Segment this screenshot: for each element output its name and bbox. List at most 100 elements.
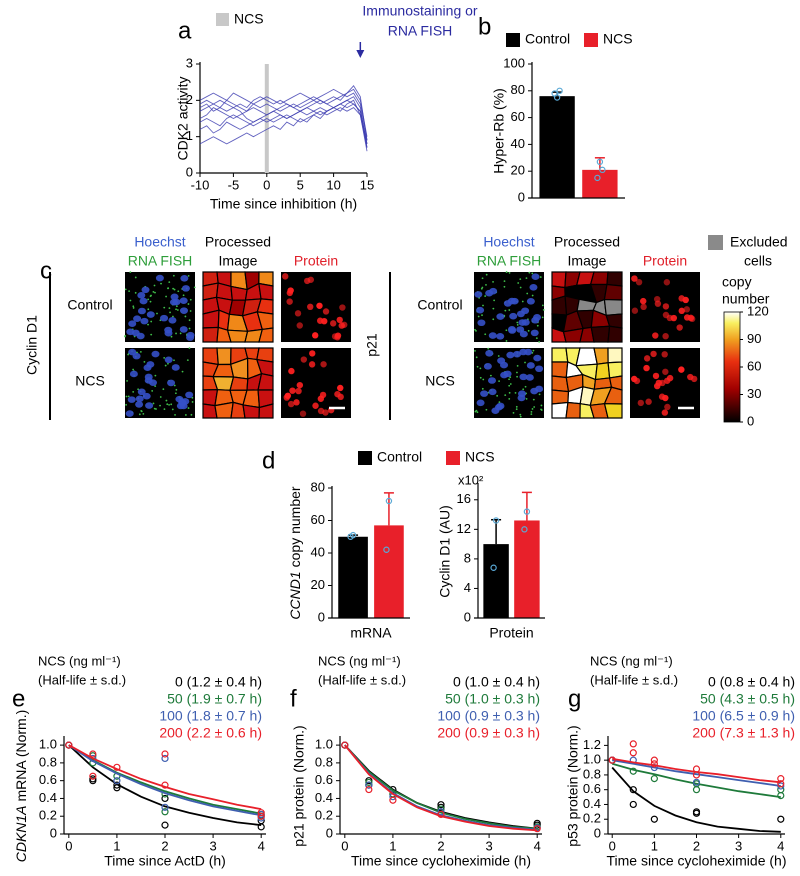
fish-spot: [481, 277, 484, 280]
nucleus-protein: [289, 387, 296, 394]
fit-curve: [612, 759, 781, 787]
fish-spot: [481, 314, 483, 317]
legend-label: 0 (0.8 ± 0.4 h): [708, 674, 795, 690]
nucleus-protein: [664, 403, 671, 411]
segmented-cell: [214, 401, 234, 419]
fish-spot: [482, 378, 485, 381]
annotation-text: RNA FISH: [388, 23, 453, 39]
nucleus-protein: [311, 332, 319, 339]
nucleus: [518, 390, 527, 398]
data-point: [113, 763, 121, 771]
panel-letter: e: [12, 685, 25, 712]
panel-letter: d: [262, 447, 275, 474]
segmented-cell: [551, 271, 567, 289]
fish-spot: [485, 408, 488, 411]
fish-spot: [153, 284, 156, 287]
replicate-point: [383, 546, 390, 553]
fish-spot: [477, 315, 480, 318]
micrograph: [281, 348, 351, 418]
micrograph: [202, 347, 274, 419]
fish-spot: [173, 384, 176, 387]
column-label: Processed: [554, 234, 620, 250]
x-tick-label: 3: [209, 838, 216, 853]
data-point: [437, 808, 445, 816]
segmented-cell: [551, 401, 569, 419]
nucleus: [531, 273, 540, 281]
data-point: [113, 784, 121, 792]
x-axis-label: Time since cycloheximide (h): [607, 853, 787, 869]
fish-spot: [170, 403, 173, 406]
fish-spot: [163, 306, 166, 309]
segmented-cell: [229, 376, 249, 391]
panel-letter: b: [478, 13, 491, 40]
colorbar-tick-label: 0: [747, 413, 754, 428]
nucleus-protein: [282, 273, 289, 280]
fish-spot: [503, 280, 506, 282]
bar: [338, 536, 368, 618]
fish-spot: [175, 388, 178, 391]
fish-spot: [132, 307, 135, 309]
fish-spot: [541, 316, 544, 319]
fish-spot: [191, 401, 194, 403]
nucleus-protein: [631, 307, 639, 314]
fish-spot: [188, 327, 191, 330]
nucleus: [477, 319, 486, 327]
segmented-cell: [594, 362, 611, 381]
replicate-point: [553, 94, 561, 101]
data-point: [113, 777, 121, 785]
nucleus-protein: [678, 307, 685, 315]
column-label: RNA FISH: [477, 253, 542, 269]
fish-spot: [163, 408, 166, 411]
nucleus-protein: [662, 332, 669, 340]
fish-spot: [132, 368, 135, 371]
fish-spot: [498, 380, 500, 383]
x-tick-label: 1: [389, 838, 396, 853]
legend-label: Control: [525, 31, 570, 47]
nucleus: [137, 307, 146, 315]
y-tick-label: 80: [511, 82, 525, 97]
nucleus-protein: [319, 391, 327, 399]
replicate-point: [349, 531, 357, 539]
y-tick-label: 0: [186, 164, 193, 179]
fish-spot: [497, 355, 500, 357]
nucleus-protein: [683, 314, 691, 321]
y-tick-label: 1: [186, 128, 193, 143]
micrograph: [281, 272, 351, 342]
fish-spot: [484, 295, 487, 297]
fish-spot: [171, 408, 174, 411]
y-tick-label: 8: [464, 550, 471, 565]
micrograph: [630, 272, 700, 342]
fish-spot: [540, 408, 542, 411]
fish-spot: [476, 365, 479, 368]
y-tick-label: 0: [50, 825, 57, 840]
nucleus: [143, 364, 152, 372]
nucleus-protein: [316, 302, 323, 309]
nucleus: [168, 316, 177, 324]
data-point: [161, 754, 169, 763]
data-point: [161, 803, 169, 811]
nucleus-protein: [682, 296, 689, 304]
nucleus: [140, 317, 149, 325]
fish-spot: [154, 374, 157, 377]
fish-spot: [484, 333, 487, 336]
fish-spot: [528, 271, 531, 274]
y-axis-label-part: CDKN1A: [13, 805, 29, 862]
row-label: Control: [67, 297, 112, 313]
fish-spot: [174, 413, 176, 416]
fish-spot: [174, 392, 177, 395]
fish-spot: [182, 294, 185, 297]
x-tick-label: 5: [297, 177, 304, 192]
fish-spot: [515, 408, 518, 411]
y-tick-label: 0.4: [315, 790, 333, 805]
nucleus-protein: [658, 393, 666, 400]
nucleus-protein: [322, 409, 329, 416]
nucleus-protein: [631, 275, 638, 282]
legend-swatch: [446, 451, 460, 465]
fish-spot: [476, 411, 479, 414]
x-tick-label: 3: [735, 838, 742, 853]
nucleus: [181, 285, 190, 292]
data-point: [629, 786, 637, 794]
fish-spot: [165, 399, 168, 402]
fish-spot: [519, 415, 522, 418]
row-label: NCS: [75, 373, 105, 389]
